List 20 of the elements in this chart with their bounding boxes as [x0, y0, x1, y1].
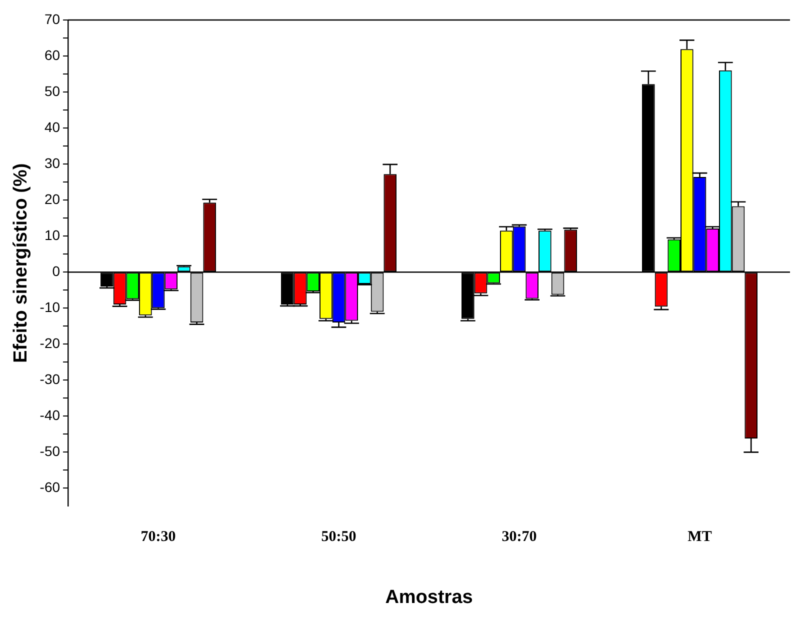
y-tick-label: 0	[52, 262, 60, 279]
y-tick-label: -40	[40, 407, 60, 424]
x-axis-title: Amostras	[385, 586, 473, 608]
x-tick-label: 50:50	[321, 529, 356, 546]
y-tick-label: 60	[44, 46, 60, 63]
x-tick-label: 30:70	[502, 529, 537, 546]
y-tick-label: 50	[44, 82, 60, 99]
y-tick-label: -50	[40, 443, 60, 460]
y-tick-label: 20	[44, 190, 60, 207]
y-tick-label: -20	[40, 334, 60, 351]
y-tick-label: -60	[40, 479, 60, 496]
y-axis-title: Efeito sinergístico (%)	[10, 163, 32, 363]
y-tick-label: 10	[44, 226, 60, 243]
y-tick-label: 40	[44, 118, 60, 135]
x-tick-label: MT	[688, 529, 712, 546]
y-tick-label: -10	[40, 298, 60, 315]
y-tick-label: 30	[44, 154, 60, 171]
x-tick-label: 70:30	[140, 529, 176, 546]
y-tick-label: 70	[44, 10, 60, 27]
y-tick-label: -30	[40, 371, 60, 388]
